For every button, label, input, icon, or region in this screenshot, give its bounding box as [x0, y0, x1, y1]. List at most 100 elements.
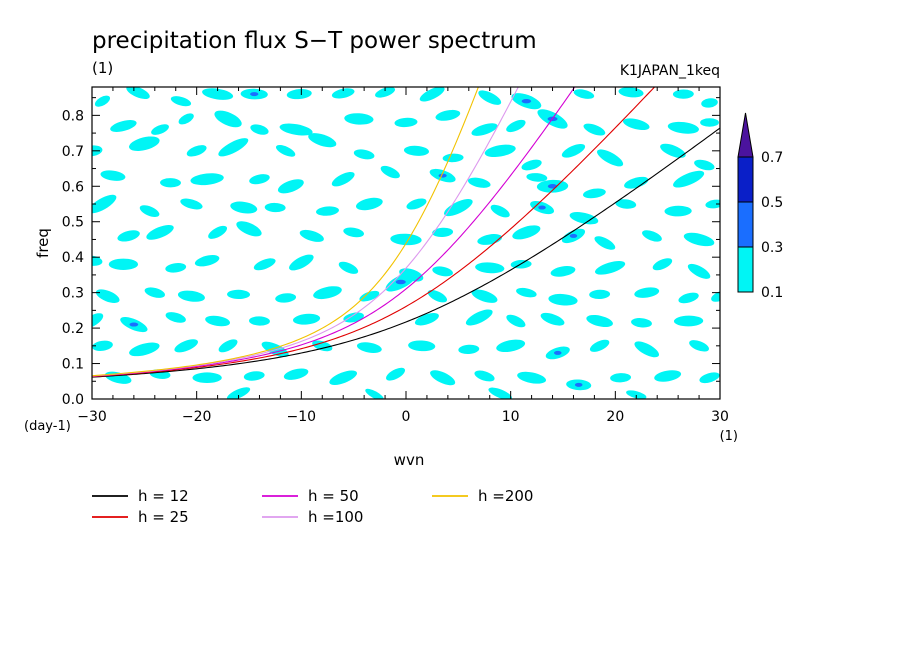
contour-blob	[414, 313, 439, 326]
contour-blob	[146, 224, 174, 240]
run-label: K1JAPAN_1keq	[620, 63, 720, 79]
contour-blob	[699, 372, 720, 384]
contour-blob	[403, 145, 430, 156]
colorbar-swatch	[737, 156, 754, 203]
contour-blob	[100, 170, 126, 181]
contour-blob	[458, 344, 480, 355]
axis-ticks: −30 −20 −10 0 10 20 30 0.0 0.1 0.2 0.3 0.4 0.5 0.6 0.7…	[62, 87, 729, 425]
contour-blob	[432, 266, 453, 277]
contour-blob	[597, 149, 624, 167]
y-tick-label: 0.0	[62, 392, 84, 408]
contour-blob	[226, 387, 251, 399]
contour-blob	[353, 149, 375, 160]
contour-blob	[375, 87, 396, 98]
contour-blob	[471, 123, 498, 136]
contour-blob	[408, 340, 436, 352]
contour-blob	[180, 198, 203, 210]
contour-blob	[380, 165, 400, 179]
contour-blob	[654, 370, 682, 382]
contour-blob	[512, 225, 541, 240]
contour-blob	[144, 287, 165, 298]
contour-blob	[623, 118, 650, 131]
contour-blob	[236, 221, 262, 237]
contour-core	[250, 92, 259, 97]
contour-blob	[465, 309, 493, 326]
y-tick-label: 0.1	[62, 357, 84, 373]
dispersion-curve-1	[92, 87, 656, 378]
contour-blob	[586, 314, 613, 328]
y-tick-label: 0.5	[62, 215, 84, 231]
contour-blob	[117, 230, 140, 242]
contour-blob	[569, 212, 599, 225]
contour-blob	[490, 204, 510, 218]
contour-blob	[394, 117, 418, 128]
colorbar-label: 0.7	[761, 150, 783, 166]
contour-blob	[356, 342, 382, 353]
contour-blob	[667, 121, 699, 134]
contour-blob	[279, 123, 313, 136]
contour-blob	[190, 173, 224, 186]
contour-blob	[427, 290, 448, 303]
dispersion-curve-3	[92, 87, 519, 377]
contour-blob	[218, 339, 238, 353]
contour-blob	[92, 194, 117, 214]
contour-blob	[652, 258, 673, 271]
contour-blob	[343, 227, 365, 238]
contour-blob	[672, 89, 694, 99]
contour-blob	[478, 90, 502, 105]
contour-blob	[331, 171, 355, 187]
contour-blob	[673, 170, 705, 188]
contour-blob	[516, 287, 537, 298]
contour-blob	[308, 133, 337, 148]
legend-label: h = 25	[138, 508, 189, 526]
contour-blob	[356, 197, 383, 211]
contour-blob	[390, 233, 422, 246]
contour-blob	[406, 198, 427, 210]
contour-blob	[474, 370, 495, 382]
contour-blob	[594, 236, 616, 250]
contour-blob	[174, 339, 198, 353]
x-tick-label: 0	[402, 409, 411, 425]
contour-blob	[126, 87, 150, 100]
contour-blob	[331, 88, 355, 99]
contour-blob	[365, 388, 384, 399]
contour-blob	[700, 118, 719, 127]
y-tick-label: 0.2	[62, 321, 84, 337]
contour-blob	[496, 339, 526, 353]
contour-blob	[316, 206, 339, 216]
legend-label: h = 12	[138, 487, 189, 505]
contour-blob	[108, 258, 139, 270]
contour-blob	[610, 373, 632, 383]
contour-blob	[293, 313, 321, 325]
y-tick-label: 0.6	[62, 179, 84, 195]
y-axis-label: freq	[34, 228, 52, 258]
contour-blob	[687, 263, 711, 279]
contour-blob	[624, 176, 649, 189]
contour-core	[129, 322, 139, 327]
x-tick-label: 30	[711, 409, 729, 425]
contour-blob	[506, 314, 526, 328]
legend-label: h =200	[478, 487, 533, 505]
y-tick-label: 0.7	[62, 144, 84, 160]
y-tick-label: 0.8	[62, 108, 84, 124]
contour-blob	[583, 123, 606, 136]
contour-blob	[634, 341, 660, 358]
colorbar-label: 0.5	[761, 195, 783, 211]
x-tick-label: 20	[606, 409, 624, 425]
contour-blob	[550, 266, 576, 277]
contour-blob	[95, 289, 120, 303]
contour-blob	[540, 312, 565, 326]
contour-blob	[484, 144, 516, 158]
contour-blob	[343, 312, 364, 323]
contour-blob	[275, 293, 297, 303]
contour-blob	[253, 258, 276, 271]
contour-blob	[642, 230, 662, 242]
contour-blob	[626, 390, 647, 399]
contour-blob	[444, 198, 473, 217]
contour-blob	[344, 113, 374, 125]
x-tick-label: 10	[502, 409, 520, 425]
contour-blob	[177, 290, 205, 302]
contour-blob	[386, 367, 406, 381]
contour-core	[574, 382, 583, 387]
contour-blob	[589, 339, 610, 352]
